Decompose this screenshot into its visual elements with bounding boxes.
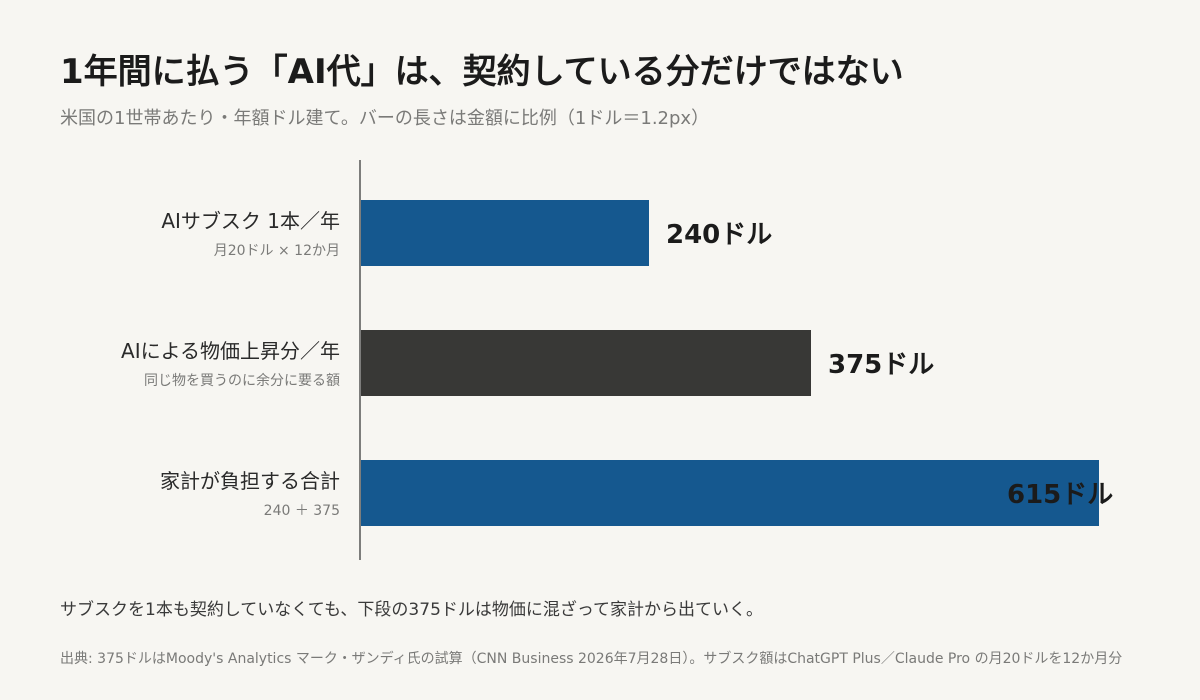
source-note: 出典: 375ドルはMoody's Analytics マーク・ザンディ氏の試算…	[60, 651, 1123, 667]
value-label-3: 615ドル	[1007, 480, 1113, 510]
page-subtitle: 米国の1世帯あたり・年額ドル建て。バーの長さは金額に比例（1ドル＝1.2px）	[60, 108, 710, 129]
category-label-2: AIによる物価上昇分／年	[121, 339, 340, 363]
value-label-1: 240ドル	[666, 220, 772, 250]
chart-note: サブスクを1本も契約していなくても、下段の375ドルは物価に混ざって家計から出て…	[60, 600, 764, 620]
page-title: 1年間に払う「AI代」は、契約している分だけではない	[60, 52, 904, 92]
category-label-1: AIサブスク 1本／年	[161, 209, 340, 233]
value-label-2: 375ドル	[828, 350, 934, 380]
bar-1	[361, 200, 649, 266]
bar-2	[361, 330, 811, 396]
category-label-3: 家計が負担する合計	[160, 469, 340, 493]
bar-3	[361, 460, 1099, 526]
category-note-1: 月20ドル × 12か月	[214, 243, 340, 259]
category-note-2: 同じ物を買うのに余分に要る額	[144, 372, 340, 389]
category-note-3: 240 ＋ 375	[264, 503, 340, 519]
